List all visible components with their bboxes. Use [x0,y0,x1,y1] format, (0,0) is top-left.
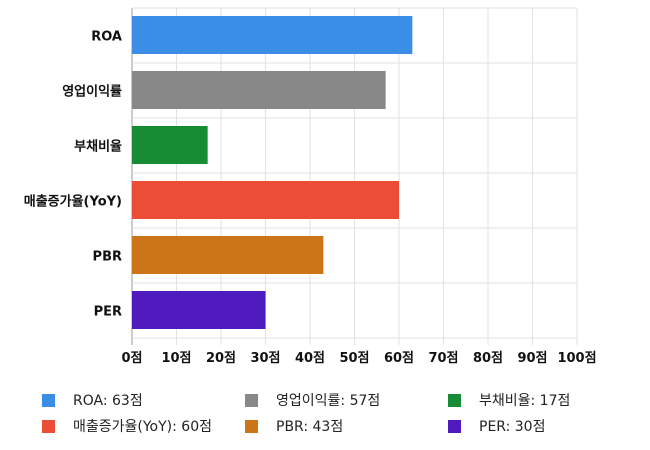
legend-swatch [42,419,55,433]
bar [132,181,399,219]
bar [132,291,266,329]
legend-item: ROA: 63점 [42,390,143,410]
legend-label: 부채비율: 17점 [479,393,571,409]
bar [132,126,208,164]
legend-label: 매출증가율(YoY): 60점 [73,419,212,435]
y-category-label: 영업이익률 [62,84,122,100]
y-category-label: 부채비율 [74,139,122,155]
x-tick-label: 20점 [206,351,236,366]
legend-label: 영업이익률: 57점 [276,393,381,409]
legend-swatch [245,419,258,433]
x-tick-label: 90점 [517,351,547,366]
legend-label: PBR: 43점 [276,419,344,435]
legend-item: 영업이익률: 57점 [245,390,380,410]
x-tick-label: 50점 [339,351,369,366]
legend-label: PER: 30점 [479,419,546,435]
y-category-label: 매출증가율(YoY) [24,194,122,210]
legend-swatch [245,393,258,407]
bar [132,71,386,109]
x-tick-label: 70점 [428,351,458,366]
x-tick-label: 60점 [384,351,414,366]
x-tick-label: 40점 [295,351,325,366]
legend-item: PER: 30점 [448,416,545,436]
x-tick-label: 100점 [557,351,596,366]
x-tick-label: 0점 [121,351,142,366]
bar-chart: 0점 10점 20점 30점 40점 50점 60점 70점 80점 90점 100점 ROA 영업이익… [24,7,597,366]
legend-item: 부채비율: 17점 [448,390,570,410]
legend-item: 매출증가율(YoY): 60점 [42,416,212,436]
x-tick-label: 10점 [161,351,191,366]
bar [132,236,324,274]
legend-item: PBR: 43점 [245,416,343,436]
legend-label: ROA: 63점 [73,393,143,409]
legend-swatch [448,393,461,407]
x-tick-label: 80점 [473,351,503,366]
legend-swatch [42,393,55,407]
legend-swatch [448,419,461,433]
y-category-label: PBR [93,250,122,265]
x-tick-label: 30점 [250,351,280,366]
bar [132,16,413,54]
y-category-label: PER [94,305,122,320]
y-category-label: ROA [91,30,122,45]
